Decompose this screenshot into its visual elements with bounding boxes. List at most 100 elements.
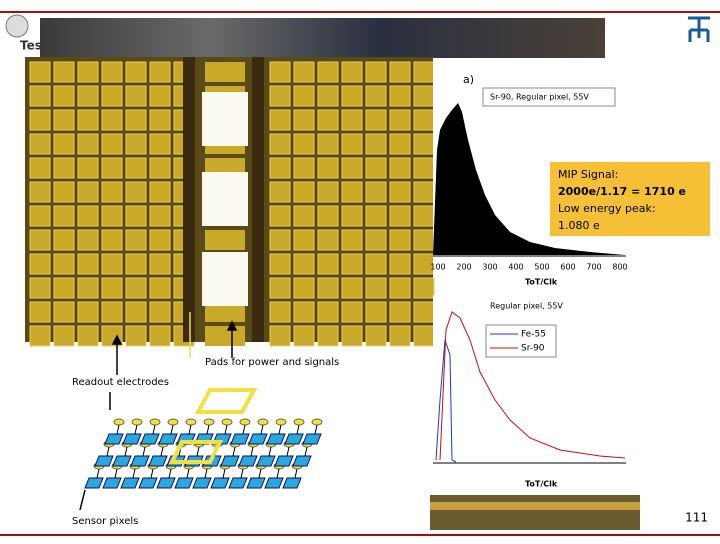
readout-electrode xyxy=(113,418,125,426)
pixel xyxy=(317,229,339,251)
slide-title: Tes xyxy=(20,39,42,53)
pixel xyxy=(101,229,123,251)
pixel xyxy=(269,85,291,107)
pixel xyxy=(293,181,315,203)
pixel xyxy=(77,277,99,299)
readout-electrode xyxy=(257,418,269,426)
sensor-pixel xyxy=(158,433,178,445)
pad xyxy=(202,92,248,146)
pixel xyxy=(29,85,51,107)
pixel xyxy=(149,85,171,107)
readout-electrode xyxy=(275,418,287,426)
sensor-pixel xyxy=(138,477,158,489)
pixel xyxy=(317,325,339,347)
pixel xyxy=(101,61,123,83)
connector xyxy=(314,424,318,435)
pixel xyxy=(317,301,339,323)
label-pads: Pads for power and signals xyxy=(205,357,339,368)
gap xyxy=(183,57,195,342)
pixel xyxy=(293,205,315,227)
curve-fe55 xyxy=(435,339,457,463)
pixel xyxy=(29,301,51,323)
pixel xyxy=(77,229,99,251)
pixel xyxy=(365,229,387,251)
pixel xyxy=(293,277,315,299)
annotation-line: MIP Signal: xyxy=(558,168,618,181)
pixel xyxy=(53,277,75,299)
pixel xyxy=(413,277,435,299)
cable-photo xyxy=(40,18,605,58)
pixel xyxy=(205,326,245,346)
connector xyxy=(150,468,154,479)
pixel xyxy=(77,205,99,227)
pixel xyxy=(365,301,387,323)
curve-sr90 xyxy=(439,311,626,461)
connector xyxy=(276,468,280,479)
pixel xyxy=(269,181,291,203)
pixel xyxy=(101,181,123,203)
connector xyxy=(240,468,244,479)
pixel xyxy=(317,133,339,155)
connector xyxy=(188,424,192,435)
sensor-pixel xyxy=(130,455,150,467)
pixel xyxy=(125,301,147,323)
pixel xyxy=(77,61,99,83)
connector xyxy=(232,446,236,457)
x-label-a: ToT/Clk xyxy=(525,278,558,287)
sensor-pixel xyxy=(246,477,266,489)
pixel xyxy=(389,61,411,83)
pixel xyxy=(29,325,51,347)
sensor-pixel xyxy=(274,455,294,467)
connector xyxy=(116,424,120,435)
pixel xyxy=(149,181,171,203)
pixel xyxy=(413,85,435,107)
pixel xyxy=(269,277,291,299)
connector xyxy=(222,468,226,479)
connector xyxy=(304,446,308,457)
pixel xyxy=(125,205,147,227)
pixel xyxy=(389,133,411,155)
pixel xyxy=(77,85,99,107)
connector xyxy=(170,424,174,435)
pixel xyxy=(293,157,315,179)
pixel xyxy=(317,85,339,107)
pixel xyxy=(205,302,245,322)
pad xyxy=(202,172,248,226)
connector xyxy=(286,446,290,457)
pixel xyxy=(341,85,363,107)
sensor-pixel xyxy=(264,477,284,489)
annotation-box xyxy=(550,162,710,236)
pixel xyxy=(53,157,75,179)
sensor-pixel xyxy=(148,455,168,467)
pixel xyxy=(317,277,339,299)
sensor-pixel xyxy=(84,477,104,489)
pixel xyxy=(389,325,411,347)
connector xyxy=(196,446,200,457)
pixel xyxy=(77,253,99,275)
pixel xyxy=(341,157,363,179)
annotation: MIP Signal: 2000e/1.17 = 1710 e Low energy… xyxy=(558,168,686,232)
readout-electrode xyxy=(149,418,161,426)
pixel xyxy=(365,85,387,107)
pixel xyxy=(53,205,75,227)
pixel xyxy=(101,109,123,131)
sensor-pixel xyxy=(230,433,250,445)
pixel xyxy=(101,277,123,299)
x-tick-label: 700 xyxy=(586,263,601,272)
pixel xyxy=(269,325,291,347)
pixel xyxy=(101,253,123,275)
pixel xyxy=(53,229,75,251)
pixel xyxy=(149,109,171,131)
x-tick-label: 500 xyxy=(534,263,549,272)
pixel xyxy=(125,229,147,251)
connector xyxy=(260,424,264,435)
sensor-pixel xyxy=(156,477,176,489)
pixel xyxy=(389,205,411,227)
pixel xyxy=(77,325,99,347)
sensor-pixel xyxy=(104,433,124,445)
page-bg xyxy=(640,495,692,530)
pixel xyxy=(29,229,51,251)
sensor-pixel xyxy=(94,455,114,467)
readout-electrode xyxy=(221,418,233,426)
